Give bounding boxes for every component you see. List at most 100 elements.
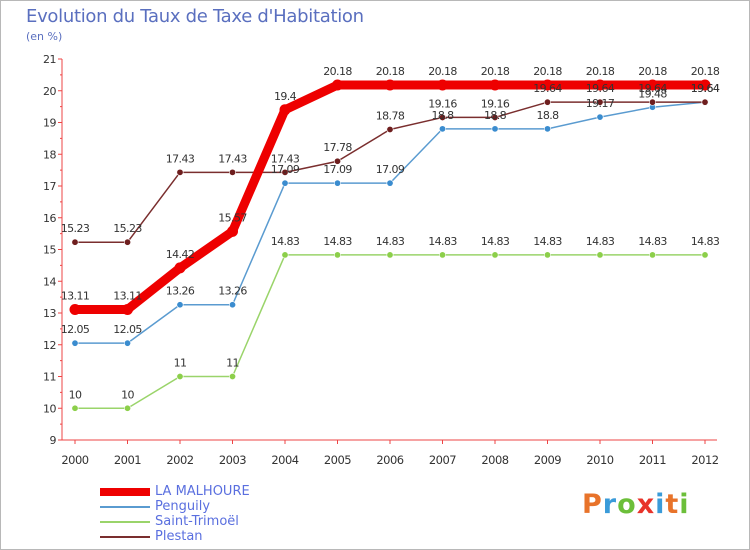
- data-label-saint-trimoel: 14.83: [271, 235, 300, 248]
- data-label-la-malhoure: 20.18: [691, 65, 720, 78]
- legend-label-penguily: Penguily: [155, 499, 211, 514]
- y-tick-label: 18: [43, 148, 56, 161]
- data-point-plestan: [124, 238, 132, 246]
- logo-letter: P: [582, 489, 603, 520]
- data-point-saint-trimoel: [71, 404, 79, 412]
- data-label-penguily: 18.8: [431, 109, 454, 122]
- data-label-la-malhoure: 19.4: [274, 90, 297, 103]
- logo-letter: i: [655, 489, 666, 520]
- x-tick-label: 2002: [166, 453, 193, 467]
- legend-item-saint-trimoel: Saint-Trimoël: [100, 514, 400, 529]
- data-point-la-malhoure: [542, 79, 553, 91]
- data-label-saint-trimoel: 14.83: [586, 235, 615, 248]
- data-label-saint-trimoel: 11: [174, 357, 187, 370]
- y-tick-label: 14: [43, 275, 56, 288]
- data-point-penguily: [491, 125, 499, 133]
- data-label-saint-trimoel: 10: [121, 388, 134, 401]
- data-label-saint-trimoel: 14.83: [481, 235, 510, 248]
- data-label-penguily: 13.26: [166, 285, 195, 298]
- legend-item-penguily: Penguily: [100, 499, 400, 514]
- data-label-saint-trimoel: 14.83: [638, 235, 667, 248]
- data-label-plestan: 17.78: [323, 141, 352, 154]
- legend-item-plestan: Plestan: [100, 529, 400, 544]
- data-point-penguily: [543, 125, 551, 133]
- data-label-la-malhoure: 20.18: [481, 65, 510, 78]
- x-tick-label: 2010: [586, 453, 613, 467]
- data-point-saint-trimoel: [281, 251, 289, 259]
- data-label-saint-trimoel: 14.83: [533, 235, 562, 248]
- data-point-la-malhoure: [332, 79, 343, 91]
- data-label-penguily: 17.09: [376, 163, 405, 176]
- data-label-saint-trimoel: 14.83: [428, 235, 457, 248]
- x-tick-label: 2007: [429, 453, 456, 467]
- x-tick-label: 2004: [271, 453, 298, 467]
- data-label-plestan: 19.16: [481, 97, 510, 110]
- x-tick-label: 2006: [376, 453, 403, 467]
- data-point-la-malhoure: [384, 79, 396, 91]
- data-point-penguily: [438, 125, 446, 133]
- data-label-penguily: 12.05: [61, 323, 90, 336]
- data-label-penguily: 13.26: [218, 285, 247, 298]
- data-point-plestan: [176, 168, 184, 176]
- x-tick-label: 2009: [534, 453, 561, 467]
- data-point-plestan: [386, 125, 394, 133]
- data-label-penguily: 18.8: [484, 109, 507, 122]
- data-point-penguily: [386, 179, 394, 187]
- data-point-la-malhoure: [699, 79, 711, 91]
- y-tick-label: 12: [43, 339, 56, 352]
- data-point-la-malhoure: [594, 79, 606, 91]
- data-point-saint-trimoel: [491, 251, 499, 259]
- data-point-penguily: [596, 113, 604, 121]
- data-point-penguily: [281, 179, 289, 187]
- y-tick-label: 9: [50, 434, 57, 447]
- data-label-saint-trimoel: 14.83: [323, 235, 352, 248]
- legend-item-la-malhoure: LA MALHOURE: [100, 484, 400, 499]
- data-label-la-malhoure: 20.18: [376, 65, 405, 78]
- legend-swatch-plestan: [100, 535, 150, 538]
- series-points: [69, 79, 711, 412]
- logo-letter: x: [636, 489, 656, 520]
- data-label-la-malhoure: 20.18: [586, 65, 615, 78]
- data-point-plestan: [491, 113, 499, 121]
- data-point-plestan: [596, 98, 604, 106]
- data-label-penguily: 17.09: [323, 163, 352, 176]
- data-point-plestan: [281, 168, 289, 176]
- data-label-penguily: 19.17: [586, 97, 615, 110]
- data-point-la-malhoure: [174, 262, 186, 274]
- data-point-saint-trimoel: [176, 372, 184, 380]
- data-point-plestan: [438, 113, 446, 121]
- chart-unit: (en %): [26, 30, 63, 43]
- data-label-plestan: 15.23: [113, 222, 142, 235]
- data-label-saint-trimoel: 11: [226, 357, 239, 370]
- data-labels: 13.11 13.11 14.42 15.57 19.4 20.18 20.18 20.18 2…: [61, 65, 721, 401]
- x-tick-label: 2008: [481, 453, 508, 467]
- data-label-plestan: 17.43: [271, 152, 300, 165]
- data-label-penguily: 19.48: [638, 87, 667, 100]
- data-label-plestan: 19.64: [533, 82, 562, 95]
- data-label-plestan: 19.16: [428, 97, 457, 110]
- data-label-penguily: 17.09: [271, 163, 300, 176]
- data-label-saint-trimoel: 14.83: [691, 235, 720, 248]
- data-point-la-malhoure: [647, 79, 658, 91]
- data-point-plestan: [71, 238, 79, 246]
- y-tick-label: 11: [43, 371, 56, 384]
- data-label-plestan: 19.64: [586, 82, 615, 95]
- data-label-la-malhoure: 20.18: [323, 65, 352, 78]
- data-label-penguily: 12.05: [113, 323, 142, 336]
- data-label-la-malhoure: 13.11: [61, 290, 90, 303]
- y-tick-label: 13: [43, 307, 56, 320]
- data-point-saint-trimoel: [438, 251, 446, 259]
- data-point-saint-trimoel: [543, 251, 551, 259]
- data-point-penguily: [176, 301, 184, 309]
- data-point-penguily: [124, 339, 132, 347]
- y-tick-label: 16: [43, 212, 56, 225]
- axes: 9 10 11 12 13 14 15 16 17 18 19 20 21 2000 2001 2002 200…: [43, 53, 719, 467]
- data-label-la-malhoure: 15.57: [218, 211, 247, 224]
- data-point-la-malhoure: [279, 104, 291, 116]
- data-label-penguily: 19.64: [691, 82, 720, 95]
- legend-label-saint-trimoel: Saint-Trimoël: [155, 514, 239, 529]
- data-point-saint-trimoel: [701, 251, 709, 259]
- logo-letter: t: [665, 489, 680, 520]
